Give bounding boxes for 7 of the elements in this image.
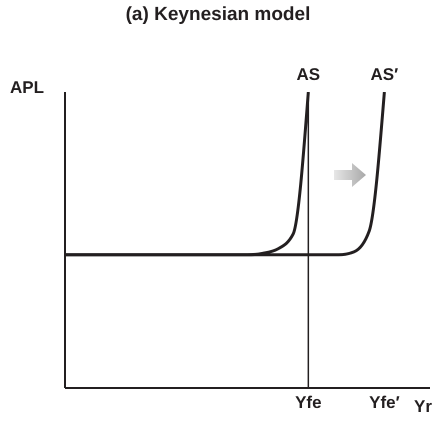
- y-axis-title: APL: [10, 78, 44, 98]
- series-label: AS: [296, 65, 320, 84]
- series-label: AS′: [370, 65, 398, 84]
- chart-title: (a) Keynesian model: [124, 4, 312, 26]
- x-tick-label: Yfe′: [369, 393, 400, 412]
- x-axis-title: Yr: [414, 397, 432, 417]
- x-tick-label: Yfe: [295, 393, 322, 412]
